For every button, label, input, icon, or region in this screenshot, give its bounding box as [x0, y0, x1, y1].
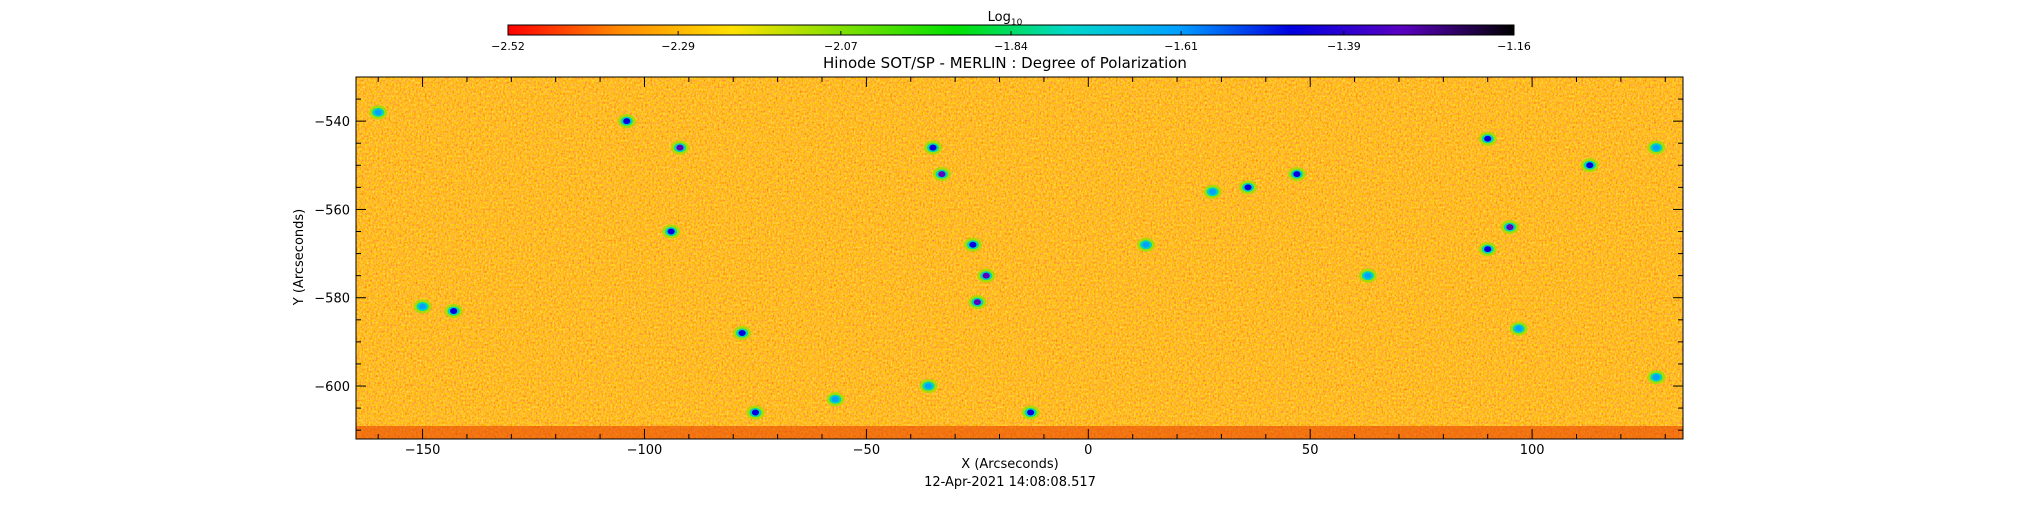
feature-core [1515, 325, 1523, 332]
polarization-features [369, 105, 1666, 420]
feature-core [929, 144, 937, 151]
feature-core [1293, 171, 1301, 178]
feature-core [738, 330, 746, 337]
feature-core [938, 171, 946, 178]
feature-core [374, 109, 382, 116]
plot-frame [355, 76, 1684, 440]
feature-core [982, 272, 990, 279]
colorbar-tick-label: −1.16 [1497, 40, 1531, 53]
feature-core [1026, 409, 1035, 416]
x-tick-label: −100 [627, 443, 663, 458]
x-tick-label: −150 [405, 443, 441, 458]
y-tick-label: −540 [314, 115, 350, 130]
feature-core [450, 307, 458, 314]
feature-core [1244, 184, 1252, 191]
y-axis: −540 −560 −580 −600 [314, 76, 1683, 431]
x-axis-label: X (Arcseconds) [961, 457, 1058, 472]
colorbar-tick-label: −1.39 [1327, 40, 1361, 53]
feature-core [1484, 135, 1492, 142]
colorbar-label: Log10 [988, 10, 1023, 28]
plot-area: −150 −100 −50 0 50 100 −540 −560 −580 −600 [314, 76, 1684, 458]
y-axis-label: Y (Arcseconds) [292, 209, 307, 306]
y-tick-label: −580 [314, 292, 350, 307]
colorbar-ticks: −2.52 −2.29 −2.07 −1.84 −1.61 −1.39 −1.16 [491, 31, 1531, 53]
x-tick-label: 50 [1302, 443, 1319, 458]
feature-core [1142, 241, 1150, 248]
feature-core [831, 396, 839, 403]
colorbar: Log10 −2.52 −2.29 −2.07 −1.84 −1.61 −1.39 −1.1… [491, 10, 1531, 53]
feature-core [1208, 188, 1217, 195]
y-tick-label: −560 [314, 203, 350, 218]
colorbar-tick-label: −2.52 [491, 40, 525, 53]
feature-core [1586, 162, 1594, 169]
colorbar-tick-label: −1.61 [1164, 40, 1198, 53]
feature-core [1364, 272, 1372, 279]
x-tick-label: −50 [853, 443, 880, 458]
x-tick-label: 100 [1520, 443, 1545, 458]
feature-core [973, 299, 981, 306]
x-axis: −150 −100 −50 0 50 100 [377, 77, 1666, 458]
feature-core [1484, 246, 1492, 253]
feature-core [1652, 374, 1660, 381]
colorbar-tick-label: −2.07 [824, 40, 858, 53]
polarization-map [356, 77, 1683, 439]
feature-core [676, 144, 684, 151]
feature-core [418, 303, 427, 310]
chart-title: Hinode SOT/SP - MERLIN : Degree of Polar… [823, 54, 1187, 72]
feature-core [623, 118, 631, 125]
feature-core [751, 409, 760, 416]
timestamp: 12-Apr-2021 14:08:08.517 [924, 475, 1096, 490]
feature-core [667, 228, 675, 235]
feature-core [924, 383, 933, 390]
feature-core [1652, 144, 1660, 151]
x-tick-label: 0 [1084, 443, 1092, 458]
colorbar-tick-label: −1.84 [994, 40, 1028, 53]
bottom-edge-band [356, 426, 1683, 439]
colorbar-tick-label: −2.29 [661, 40, 695, 53]
feature-core [1506, 224, 1514, 231]
y-tick-label: −600 [314, 380, 350, 395]
feature-core [969, 241, 977, 248]
